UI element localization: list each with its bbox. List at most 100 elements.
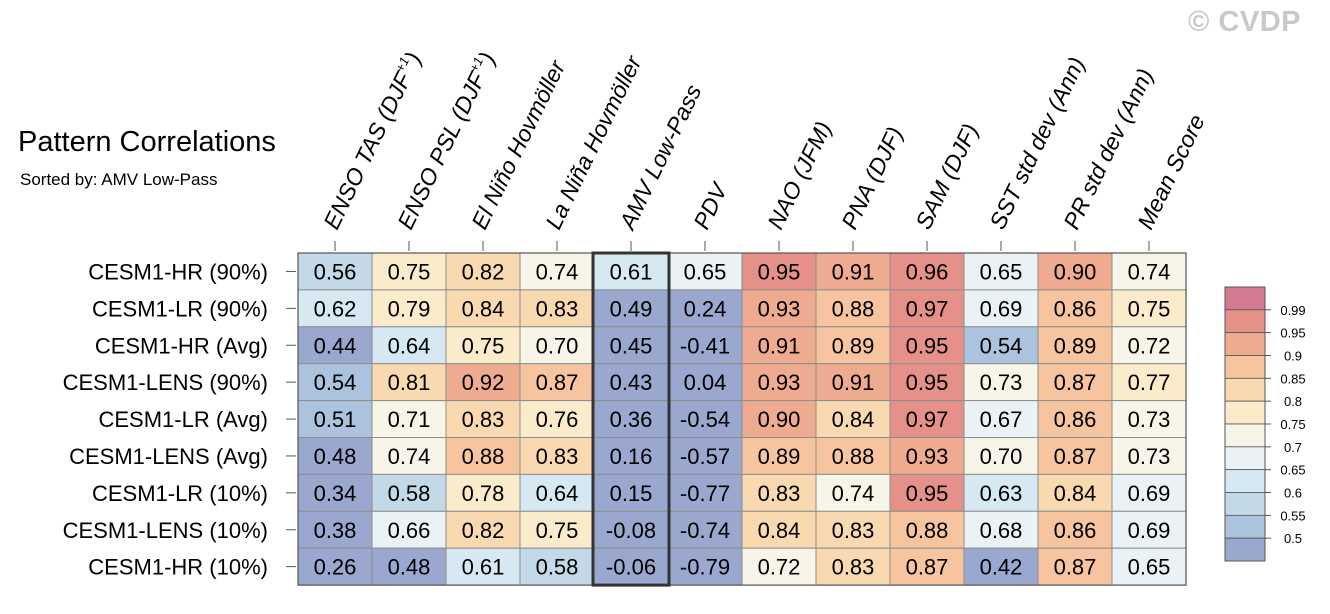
cell-value: 0.65 <box>684 259 727 284</box>
column-headers: ENSO TAS (DJF+1)ENSO PSL (DJF+1)El Niño … <box>318 48 1210 251</box>
column-header-pdv: PDV <box>688 177 733 233</box>
cell-value: 0.56 <box>314 259 357 284</box>
heatmap-cell <box>741 252 817 291</box>
cell-value: 0.95 <box>758 259 801 284</box>
heatmap-cell <box>815 252 891 291</box>
cell-value: 0.82 <box>462 518 505 543</box>
cell-value: 0.89 <box>832 333 875 358</box>
cell-value: 0.70 <box>980 444 1023 469</box>
heatmap-cell <box>1111 473 1187 512</box>
colorbar-swatch <box>1224 400 1266 425</box>
heatmap-cell <box>963 326 1039 365</box>
cell-value: 0.87 <box>1054 370 1097 395</box>
heatmap-cell <box>1037 473 1113 512</box>
colorbar-swatch <box>1224 537 1266 562</box>
cell-value: 0.78 <box>462 481 505 506</box>
heatmap-cell <box>297 547 373 586</box>
heatmap-cell <box>741 400 817 439</box>
cell-value: 0.95 <box>906 481 949 506</box>
heatmap-cell <box>371 510 447 549</box>
cell-value: 0.76 <box>536 407 579 432</box>
column-header-text: PDV <box>688 177 733 233</box>
cell-value: 0.68 <box>980 518 1023 543</box>
cell-value: -0.74 <box>680 518 730 543</box>
heatmap-cell <box>519 473 595 512</box>
cell-value: 0.69 <box>980 296 1023 321</box>
heatmap-cell <box>815 510 891 549</box>
cell-value: 0.86 <box>1054 407 1097 432</box>
cell-value: 0.90 <box>758 407 801 432</box>
cell-value: 0.54 <box>314 370 357 395</box>
colorbar-swatch <box>1224 332 1266 356</box>
heatmap-cell <box>445 326 521 365</box>
heatmap-cell <box>371 289 447 328</box>
cell-value: 0.97 <box>906 296 949 321</box>
cell-value: 0.93 <box>906 444 949 469</box>
row-label-cesm1-hr-10: CESM1-HR (10%) <box>88 555 268 580</box>
heatmap-cell <box>1037 437 1113 475</box>
cell-value: 0.58 <box>536 555 579 580</box>
colorbar-swatch <box>1224 423 1266 448</box>
heatmap-cell <box>667 252 743 291</box>
heatmap-cell <box>519 289 595 328</box>
cell-value: 0.70 <box>536 333 579 358</box>
cell-value: 0.58 <box>388 481 431 506</box>
heatmap-cell <box>1111 289 1187 328</box>
cell-value: 0.75 <box>388 259 431 284</box>
row-label-cesm1-lr-90: CESM1-LR (90%) <box>92 296 268 321</box>
cell-value: 0.95 <box>906 370 949 395</box>
heatmap-cell <box>593 437 669 475</box>
cell-value: 0.34 <box>314 481 357 506</box>
cell-value: 0.89 <box>758 444 801 469</box>
cell-value: 0.24 <box>684 296 727 321</box>
cell-value: 0.87 <box>1054 444 1097 469</box>
heatmap-cell <box>667 400 743 439</box>
column-header-sam-djf: SAM (DJF) <box>910 120 983 234</box>
heatmap-cell <box>1037 289 1113 328</box>
row-label-cesm1-lens-90: CESM1-LENS (90%) <box>63 370 268 395</box>
cell-value: 0.89 <box>1054 333 1097 358</box>
cell-value: -0.77 <box>680 481 730 506</box>
colorbar-label: 0.99 <box>1280 303 1305 318</box>
heatmap-cell <box>889 400 965 439</box>
heatmap-cell <box>593 363 669 402</box>
row-labels: CESM1-HR (90%) CESM1-LR (90%) CESM1-HR (Av… <box>63 259 296 580</box>
cell-value: 0.74 <box>388 444 431 469</box>
cell-value: 0.61 <box>610 259 653 284</box>
cell-value: 0.91 <box>758 333 801 358</box>
cell-value: 0.77 <box>1128 370 1171 395</box>
colorbar-label: 0.7 <box>1284 440 1302 455</box>
heatmap-cell <box>371 363 447 402</box>
colorbar-label: 0.9 <box>1284 349 1302 364</box>
cell-value: 0.67 <box>980 407 1023 432</box>
heatmap-cell <box>445 510 521 549</box>
cell-value: 0.88 <box>906 518 949 543</box>
cell-value: 0.93 <box>758 370 801 395</box>
heatmap-cell <box>1111 400 1187 439</box>
cell-value: 0.49 <box>610 296 653 321</box>
colorbar-swatch <box>1224 492 1266 516</box>
column-header-superscript: +1 <box>392 55 412 75</box>
heatmap-cell <box>1111 363 1187 402</box>
cell-value: 0.84 <box>462 296 505 321</box>
heatmap-cell <box>889 437 965 475</box>
cell-value: 0.64 <box>536 481 579 506</box>
heatmap-cell <box>815 400 891 439</box>
cell-value: 0.69 <box>1128 481 1171 506</box>
heatmap-border <box>297 252 1187 586</box>
column-header-nao-jfm: NAO (JFM) <box>762 117 836 233</box>
cell-value: 0.81 <box>388 370 431 395</box>
cell-value: -0.08 <box>606 518 656 543</box>
cell-value: 0.04 <box>684 370 727 395</box>
cell-value: 0.72 <box>1128 333 1171 358</box>
cell-value: 0.87 <box>536 370 579 395</box>
cell-value: 0.16 <box>610 444 653 469</box>
colorbar-label: 0.65 <box>1280 463 1305 478</box>
heatmap-cell <box>519 252 595 291</box>
cell-value: 0.72 <box>758 555 801 580</box>
heatmap-overlay <box>297 251 1187 587</box>
cell-value: 0.43 <box>610 370 653 395</box>
cell-value: 0.65 <box>1128 555 1171 580</box>
cell-value: 0.88 <box>832 444 875 469</box>
column-header-superscript: +1 <box>466 54 486 74</box>
